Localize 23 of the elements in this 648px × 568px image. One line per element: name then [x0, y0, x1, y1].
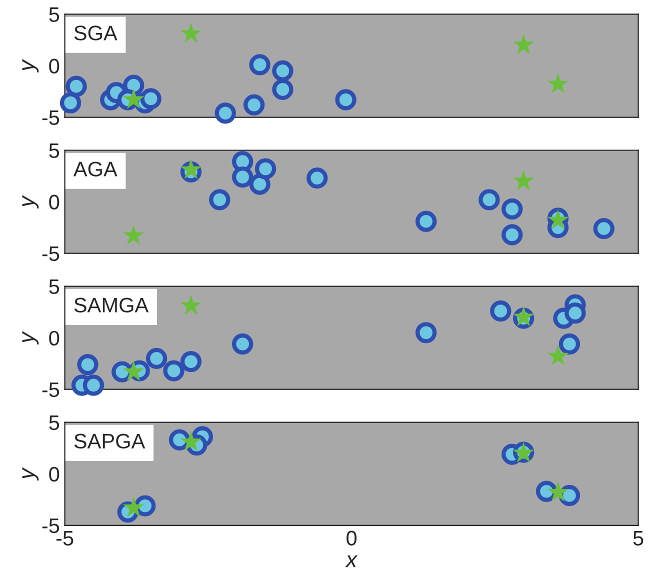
y-axis-title: y: [22, 467, 39, 481]
y-tick-label: 0: [49, 194, 60, 210]
y-axis-title: y: [22, 331, 39, 345]
y-tick-label: 0: [49, 58, 60, 74]
y-tick-label: 5: [49, 143, 60, 158]
y-tick-label: -5: [42, 110, 60, 126]
y-tick-label: 5: [49, 416, 60, 430]
y-tick-label: -5: [42, 382, 60, 398]
y-tick-label: 5: [49, 7, 60, 22]
y-tick-label: -5: [42, 518, 60, 534]
y-tick-label: -5: [42, 246, 60, 262]
y-tick-label: 0: [49, 466, 60, 482]
x-tick-label: 5: [633, 531, 644, 546]
x-tick-label: 0: [346, 530, 357, 546]
chart-title: SGA: [74, 26, 118, 40]
y-axis-title: y: [22, 59, 39, 73]
y-axis-title: y: [22, 195, 39, 209]
y-tick-label: 0: [49, 330, 60, 346]
x-axis-title: x: [345, 555, 358, 568]
chart-title: SAMGA: [74, 298, 149, 312]
y-tick-label: 5: [49, 280, 60, 294]
chart-title: AGA: [73, 162, 118, 176]
chart-title: SAPGA: [74, 434, 146, 449]
